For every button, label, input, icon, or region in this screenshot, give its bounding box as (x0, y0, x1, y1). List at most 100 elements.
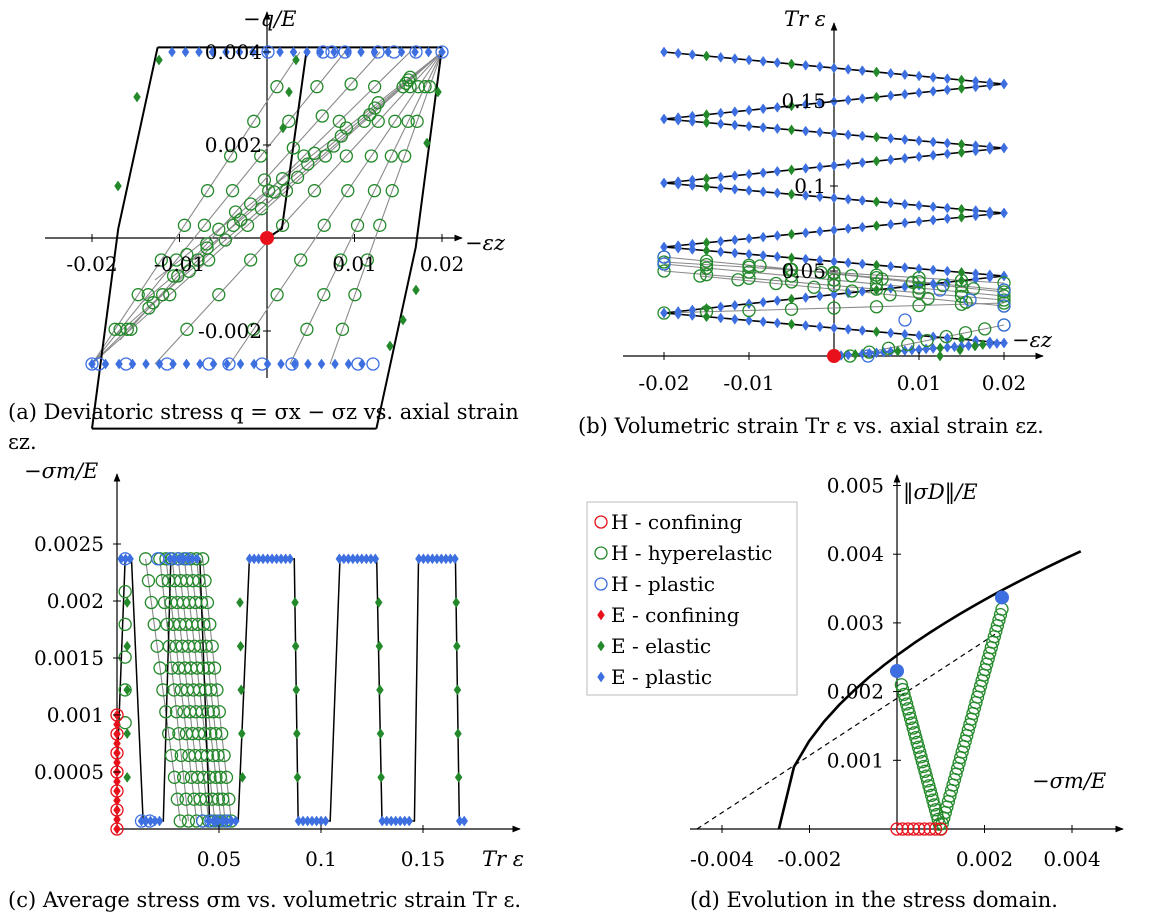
plastic-circle (963, 293, 977, 307)
hyperelastic-path (145, 558, 181, 822)
plastic-circle (898, 313, 912, 327)
caption-a-line1: (a) Deviatoric stress q = σx − σz vs. ax… (8, 400, 519, 424)
legend-label: E - elastic (611, 634, 711, 658)
elastic-diamond (936, 350, 944, 362)
hyperelastic-circle (212, 222, 226, 236)
plastic-circle (285, 357, 299, 371)
plastic-diamond (858, 65, 867, 77)
plastic-diamond (1000, 270, 1008, 282)
hyperelastic-circle (896, 682, 910, 697)
plastic-diamond (943, 265, 952, 277)
plastic-diamond (971, 273, 980, 285)
elastic-diamond (292, 54, 300, 66)
hyperelastic-circle (875, 272, 889, 286)
plastic-diamond (816, 290, 824, 302)
plastic-circle (325, 45, 339, 59)
hyperelastic-circle (411, 80, 426, 94)
plastic-diamond (660, 241, 668, 253)
hyperelastic-circle (160, 617, 174, 632)
plastic-circle (85, 357, 99, 371)
hyperelastic-circle (783, 262, 798, 276)
hyperelastic-circle (742, 303, 756, 318)
hyperelastic-circle (334, 253, 348, 267)
elastic-diamond (123, 640, 132, 652)
plastic-point (995, 590, 1009, 605)
hyperelastic-circle (371, 114, 385, 128)
plastic-diamond (249, 46, 257, 58)
hyperelastic-path (154, 51, 443, 365)
elastic-diamond (957, 82, 966, 94)
hyperelastic-circle (142, 301, 156, 315)
confining-circle (923, 822, 937, 836)
hyperelastic-circle (204, 683, 218, 697)
chart-c-markers (110, 552, 469, 836)
plastic-diamond (816, 161, 824, 173)
hyperelastic-circle (228, 205, 243, 219)
hyperelastic-circle (364, 149, 378, 163)
hyperelastic-circle (731, 273, 745, 287)
plastic-diamond (943, 202, 952, 214)
hyperelastic-circle (315, 109, 329, 123)
plastic-diamond (344, 358, 353, 370)
plastic-diamond (716, 246, 725, 258)
hyperelastic-circle (939, 329, 953, 344)
caption-c: (c) Average stress σm vs. volumetric str… (8, 888, 522, 912)
hyperelastic-path (699, 275, 1005, 307)
envelope-right (375, 47, 443, 429)
plastic-diamond (731, 119, 739, 131)
plastic-diamond (858, 130, 867, 142)
initial-loading-path (266, 51, 308, 239)
hyperelastic-circle (198, 574, 212, 588)
hyperelastic-circle (899, 697, 914, 711)
plastic-diamond (688, 310, 697, 321)
plastic-diamond (929, 342, 937, 354)
plastic-circle (261, 45, 275, 59)
elastic-diamond (971, 340, 979, 352)
confining-circle (895, 822, 910, 836)
plastic-diamond (943, 137, 952, 149)
hyperelastic-circle (307, 146, 322, 160)
plastic-diamond (745, 120, 753, 132)
plastic-diamond (731, 247, 739, 259)
x-tick-label: 0.002 (956, 847, 1013, 871)
hyperelastic-circle (224, 149, 238, 163)
plastic-diamond (816, 321, 824, 333)
plastic-diamond (830, 289, 838, 300)
plastic-diamond (901, 262, 909, 273)
hyperelastic-circle (181, 814, 196, 828)
y-tick-label: 0.002 (47, 589, 104, 613)
plastic-diamond (745, 168, 753, 180)
plastic-diamond (236, 358, 245, 370)
plastic-diamond (801, 59, 810, 71)
hyperelastic-circle (290, 170, 305, 184)
plastic-diamond (773, 123, 782, 135)
hyperelastic-circle (699, 257, 714, 272)
hyperelastic-path (91, 51, 346, 365)
hyperelastic-circle (344, 77, 358, 91)
plastic-circle (134, 814, 149, 828)
plastic-diamond (759, 296, 767, 308)
hyperelastic-circle (198, 726, 212, 741)
plastic-diamond (858, 195, 867, 206)
elastic-diamond (123, 728, 132, 740)
chart-d-markers (890, 590, 1009, 836)
hyperelastic-circle (164, 748, 179, 763)
hyperelastic-circle (997, 296, 1011, 310)
hyperelastic-circle (254, 202, 269, 216)
hyperelastic-circle (200, 748, 214, 763)
plastic-diamond (816, 254, 824, 266)
plastic-circle (179, 552, 194, 566)
plastic-diamond (195, 46, 203, 58)
plastic-circle (119, 357, 133, 371)
plastic-diamond (844, 223, 852, 235)
plastic-diamond (126, 553, 134, 565)
plastic-diamond (759, 316, 767, 328)
elastic-diamond (872, 326, 881, 338)
elastic-diamond (386, 340, 394, 352)
plastic-diamond (142, 358, 150, 370)
elastic-diamond (452, 597, 461, 608)
hyperelastic-circle (921, 291, 935, 306)
hyperelastic-circle (958, 326, 973, 340)
caption-a-line2: εz. (8, 430, 37, 454)
